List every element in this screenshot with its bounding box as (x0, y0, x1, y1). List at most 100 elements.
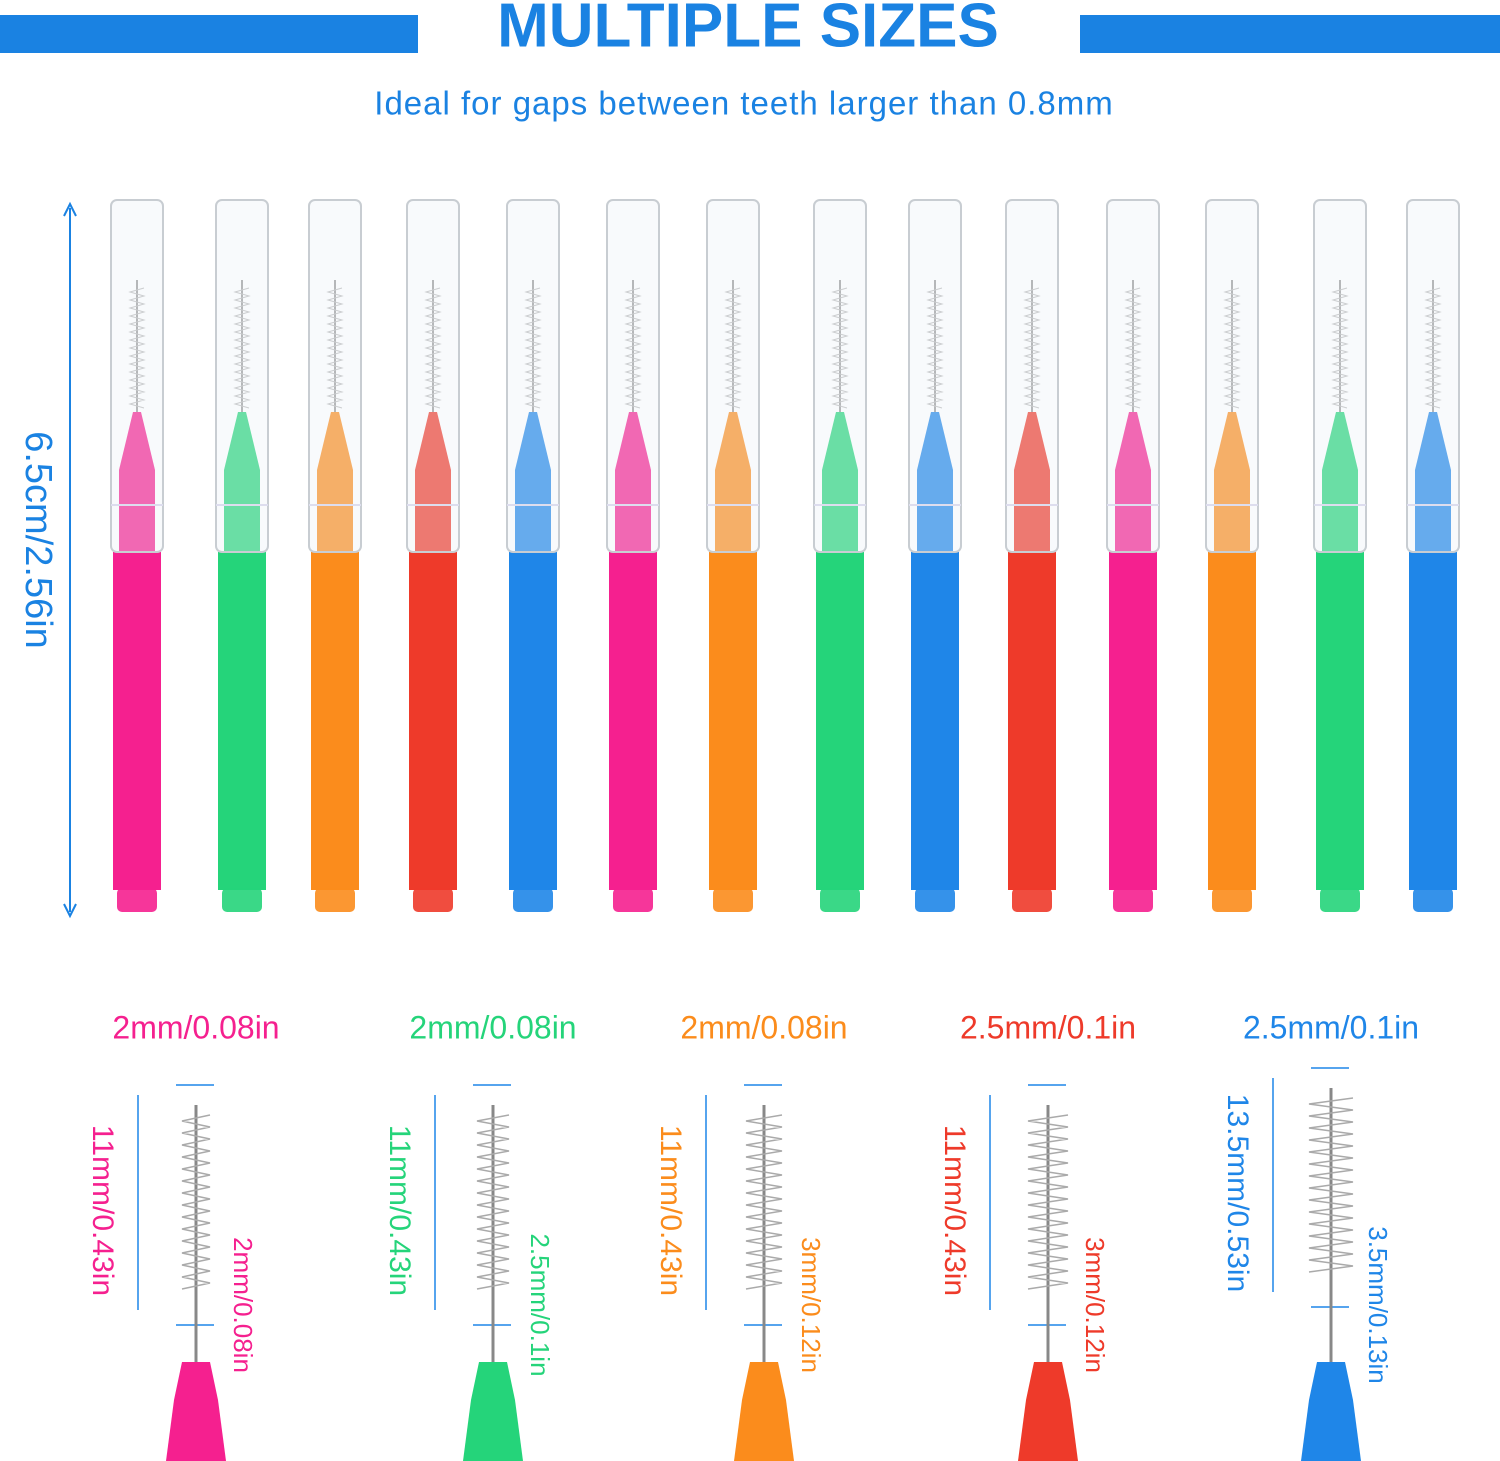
handle (911, 552, 959, 890)
cap (706, 199, 760, 553)
handle (113, 552, 161, 890)
cap (215, 199, 269, 553)
handle-tip (413, 888, 453, 912)
length-label: 11mm/0.43in (938, 1125, 971, 1296)
size-spec: 2mm/0.08in (680, 1009, 847, 1045)
title: MULTIPLE SIZES (497, 0, 999, 60)
cap (1205, 199, 1259, 553)
handle (218, 552, 266, 890)
handle (166, 1362, 226, 1461)
bristles (926, 287, 944, 409)
bristles (1223, 287, 1241, 409)
diameter-label: 3.5mm/0.13in (1363, 1226, 1393, 1384)
handle (709, 552, 757, 890)
handle (1008, 552, 1056, 890)
neck (415, 412, 451, 552)
handle-tip (513, 888, 553, 912)
cap (506, 199, 560, 553)
handle-tip (1113, 888, 1153, 912)
size-spec: 2.5mm/0.1in (1243, 1009, 1419, 1045)
cap (1406, 199, 1460, 553)
handle (1409, 552, 1457, 890)
handle (609, 552, 657, 890)
bristles (1331, 287, 1349, 409)
size-spec: 2mm/0.08in (112, 1009, 279, 1045)
cap (1313, 199, 1367, 553)
neck (822, 412, 858, 552)
bristles (181, 1114, 211, 1290)
handle-tip (1012, 888, 1052, 912)
bristles (524, 287, 542, 409)
diameter-label: 2mm/0.08in (228, 1237, 258, 1373)
cap (1005, 199, 1059, 553)
cap (110, 199, 164, 553)
bristles (1027, 1114, 1069, 1290)
handle (1301, 1362, 1361, 1461)
header-bar (0, 15, 418, 53)
bristles (1124, 287, 1142, 409)
bristles (831, 287, 849, 409)
diameter-label: 2.5mm/0.1in (525, 1233, 555, 1376)
bristles (1308, 1097, 1354, 1273)
cap (908, 199, 962, 553)
neck (224, 412, 260, 552)
handle (311, 552, 359, 890)
handle (409, 552, 457, 890)
length-label: 11mm/0.43in (383, 1125, 416, 1296)
neck (119, 412, 155, 552)
header-bar (1080, 15, 1500, 53)
handle-tip (820, 888, 860, 912)
bristles (724, 287, 742, 409)
cap (1106, 199, 1160, 553)
handle (734, 1362, 794, 1461)
handle-tip (1320, 888, 1360, 912)
size-spec: 2mm/0.08in (409, 1009, 576, 1045)
cap (606, 199, 660, 553)
handle-tip (315, 888, 355, 912)
neck (1322, 412, 1358, 552)
cap (813, 199, 867, 553)
handle (463, 1362, 523, 1461)
handle (1316, 552, 1364, 890)
bristles (1424, 287, 1442, 409)
neck (1115, 412, 1151, 552)
length-label: 11mm/0.43in (86, 1125, 119, 1296)
handle-tip (1212, 888, 1252, 912)
neck (317, 412, 353, 552)
handle-tip (222, 888, 262, 912)
handle (1018, 1362, 1078, 1461)
diameter-label: 3mm/0.12in (796, 1237, 826, 1373)
handle-tip (613, 888, 653, 912)
handle-tip (915, 888, 955, 912)
arrow-heads (63, 201, 77, 919)
bristles (326, 287, 344, 409)
neck (615, 412, 651, 552)
neck (715, 412, 751, 552)
length-label: 11mm/0.43in (654, 1125, 687, 1296)
bristles (476, 1114, 510, 1290)
neck (1415, 412, 1451, 552)
handle-tip (1413, 888, 1453, 912)
bristles (128, 287, 146, 409)
diameter-label: 3mm/0.12in (1080, 1237, 1110, 1373)
size-spec: 2.5mm/0.1in (960, 1009, 1136, 1045)
handle (816, 552, 864, 890)
length-label: 13.5mm/0.53in (1221, 1094, 1254, 1292)
bristles (1023, 287, 1041, 409)
neck (917, 412, 953, 552)
neck (515, 412, 551, 552)
neck (1214, 412, 1250, 552)
handle-tip (117, 888, 157, 912)
bristles (745, 1114, 783, 1290)
cap (308, 199, 362, 553)
bristles (233, 287, 251, 409)
handle (509, 552, 557, 890)
handle (1208, 552, 1256, 890)
subtitle: Ideal for gaps between teeth larger than… (374, 85, 1113, 122)
bristles (624, 287, 642, 409)
cap (406, 199, 460, 553)
neck (1014, 412, 1050, 552)
bristles (424, 287, 442, 409)
handle-tip (713, 888, 753, 912)
